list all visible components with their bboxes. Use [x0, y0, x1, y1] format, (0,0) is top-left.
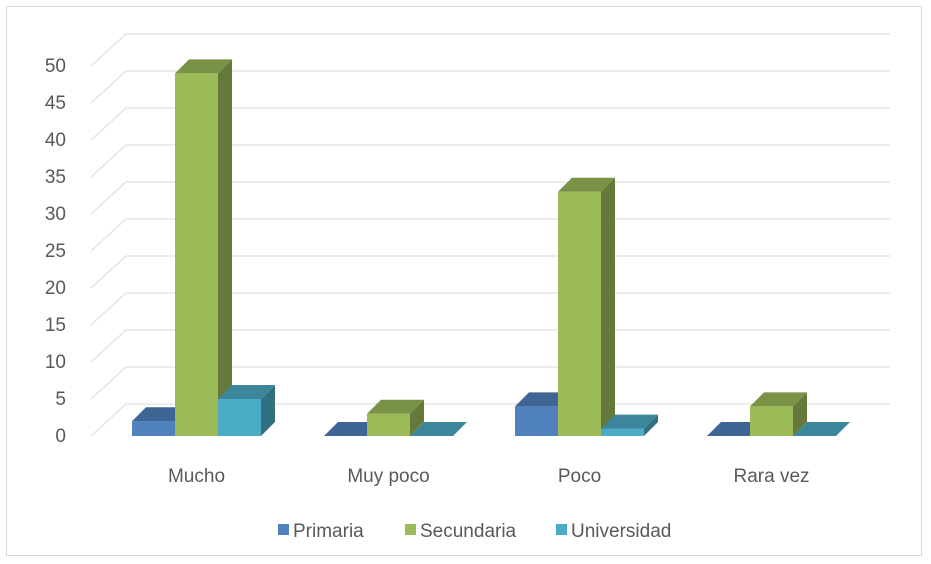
gridline: [90, 292, 890, 326]
bar-universidad-mucho: [218, 385, 275, 436]
y-tick-label: 50: [45, 56, 66, 77]
bars: [132, 59, 850, 437]
gridline: [90, 144, 890, 178]
legend-label: Primaria: [293, 521, 364, 542]
y-axis-ticks: 0 5 10 15 20 25 30 35 40 45 50: [45, 56, 66, 447]
legend-label: Secundaria: [420, 521, 517, 542]
bar-secundaria-mucho: [175, 59, 232, 437]
gridline: [90, 107, 890, 141]
legend-label: Universidad: [571, 521, 671, 542]
y-tick-label: 45: [45, 93, 66, 114]
legend: Primaria Secundaria Universidad: [278, 521, 671, 542]
y-tick-label: 0: [55, 426, 66, 447]
bar-universidad-rara-vez: [793, 422, 850, 436]
gridline: [90, 366, 890, 400]
gridline: [90, 403, 890, 437]
bar-secundaria-rara-vez: [750, 392, 807, 436]
y-tick-label: 5: [55, 389, 66, 410]
y-tick-label: 10: [45, 352, 66, 373]
x-axis-ticks: Mucho Muy poco Poco Rara vez: [168, 466, 810, 487]
chart-frame: [6, 6, 922, 556]
grid: [90, 33, 890, 437]
x-tick-label: Rara vez: [733, 466, 809, 487]
gridline: [90, 181, 890, 215]
legend-swatch: [278, 524, 289, 535]
x-tick-label: Muy poco: [347, 466, 429, 487]
x-tick-label: Poco: [558, 466, 601, 487]
gridline: [90, 33, 890, 67]
x-tick-label: Mucho: [168, 466, 225, 487]
gridline: [90, 329, 890, 363]
gridline: [90, 255, 890, 289]
legend-swatch: [556, 524, 567, 535]
bar-secundaria-muy-poco: [367, 399, 424, 436]
legend-swatch: [405, 524, 416, 535]
bar-universidad-muy-poco: [410, 422, 467, 436]
y-tick-label: 15: [45, 315, 66, 336]
bar-primaria-muy-poco: [324, 422, 381, 436]
bar-secundaria-poco: [558, 177, 615, 437]
legend-item-secundaria: Secundaria: [405, 521, 517, 542]
y-tick-label: 35: [45, 167, 66, 188]
y-tick-label: 20: [45, 278, 66, 299]
gridline: [90, 70, 890, 104]
y-tick-label: 30: [45, 204, 66, 225]
bar-primaria-rara-vez: [707, 422, 764, 436]
y-tick-label: 40: [45, 130, 66, 151]
y-tick-label: 25: [45, 241, 66, 262]
gridline: [90, 218, 890, 252]
legend-item-universidad: Universidad: [556, 521, 671, 542]
legend-item-primaria: Primaria: [278, 521, 364, 542]
bar-universidad-poco: [601, 414, 658, 436]
